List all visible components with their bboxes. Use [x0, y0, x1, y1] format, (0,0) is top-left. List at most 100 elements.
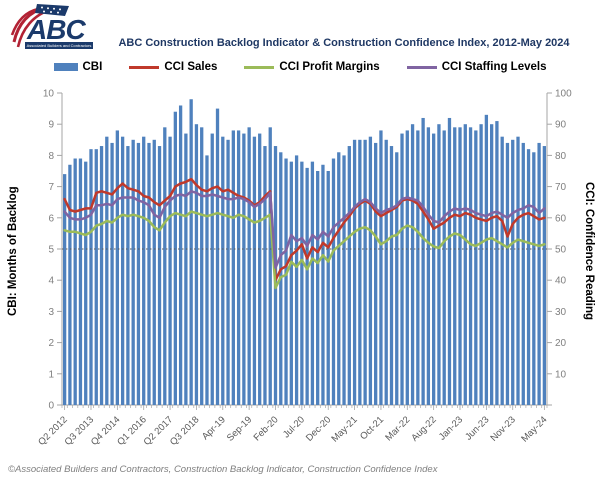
legend-item-cci-profit-margins: CCI Profit Margins: [244, 61, 380, 73]
cbi-bar: [368, 136, 373, 405]
cbi-bar: [126, 146, 130, 405]
cbi-bar: [168, 136, 172, 405]
cbi-bar: [458, 127, 462, 405]
svg-text:8: 8: [48, 151, 54, 162]
chart-title: ABC Construction Backlog Indicator & Con…: [118, 37, 570, 49]
cci-staffing-levels-line-swatch-icon: [406, 65, 437, 69]
cbi-bar: [432, 133, 436, 405]
cbi-bar: [184, 133, 188, 405]
right-axis-ticks: 10 20 30 40 50 60 70 80 90 100: [547, 89, 572, 406]
cbi-bar: [89, 149, 93, 405]
cbi-bars: [62, 99, 547, 406]
x-axis-ticks: [61, 405, 548, 408]
cbi-bar: [120, 136, 125, 405]
cbi-bar: [258, 133, 262, 405]
cbi-bar: [511, 139, 515, 406]
svg-text:1: 1: [48, 369, 54, 380]
svg-text:May-21: May-21: [330, 414, 360, 444]
cbi-bar: [142, 136, 146, 405]
svg-text:7: 7: [48, 182, 54, 193]
legend-label: CCI Profit Margins: [279, 61, 380, 73]
cbi-bar: [200, 127, 204, 405]
cbi-bar: [532, 152, 536, 405]
cbi-bar: [284, 158, 288, 405]
cbi-bar: [131, 139, 135, 406]
cbi-bar: [410, 124, 415, 405]
legend: CBI CCI Sales CCI Profit Margins CCI Sta…: [0, 61, 600, 73]
cbi-bar: [115, 130, 120, 405]
cbi-bar: [152, 139, 156, 406]
legend-label: CCI Sales: [164, 61, 218, 73]
cbi-bar: [236, 130, 241, 405]
cbi-bar: [210, 133, 214, 405]
legend-item-cci-staffing-levels: CCI Staffing Levels: [406, 61, 547, 73]
cbi-bar: [479, 124, 483, 405]
cbi-bar: [363, 139, 367, 406]
svg-text:Feb-20: Feb-20: [252, 414, 281, 443]
cbi-bar: [447, 117, 452, 406]
cbi-bar: [110, 142, 114, 406]
svg-text:100: 100: [555, 89, 572, 100]
svg-text:May-24: May-24: [519, 414, 549, 444]
cbi-bar: [395, 152, 399, 405]
cbi-bar: [426, 127, 431, 405]
cbi-bar: [389, 146, 394, 405]
cbi-bar: [163, 127, 167, 405]
cbi-bar: [73, 158, 77, 405]
cbi-bar: [463, 124, 467, 405]
legend-label: CCI Staffing Levels: [441, 61, 547, 73]
cbi-bar: [326, 171, 330, 405]
cbi-bar: [189, 99, 193, 406]
cbi-bar-swatch-icon: [53, 63, 78, 71]
cbi-bar: [94, 149, 98, 405]
legend-label: CBI: [82, 61, 103, 73]
cbi-bar: [68, 164, 72, 405]
svg-text:9: 9: [48, 120, 54, 131]
svg-text:Jun-23: Jun-23: [463, 414, 491, 442]
cbi-bar: [247, 127, 251, 405]
cbi-bar: [500, 136, 504, 405]
cbi-bar: [194, 124, 199, 405]
cbi-bar: [305, 167, 309, 405]
cbi-bar: [437, 124, 441, 405]
cbi-bar: [400, 133, 404, 405]
cbi-bar: [105, 136, 109, 405]
svg-text:20: 20: [555, 338, 567, 349]
svg-text:10: 10: [555, 369, 567, 380]
svg-text:0: 0: [48, 401, 54, 412]
cci-sales-line-swatch-icon: [129, 65, 160, 69]
cbi-bar: [474, 130, 478, 405]
cbi-bar: [231, 130, 235, 405]
svg-text:50: 50: [555, 245, 567, 256]
chart-canvas: 0 1 2 3 4 5 6 7 8 9 10 10 20 30 40 50 60 70 80 90 100 Q2 2012…: [36, 89, 572, 448]
cbi-bar: [173, 111, 177, 405]
svg-text:90: 90: [555, 120, 567, 131]
cbi-bar: [468, 127, 473, 405]
cbi-bar: [374, 142, 378, 406]
cbi-bar: [226, 139, 230, 406]
cbi-bar: [84, 161, 88, 405]
cbi-bar: [242, 133, 246, 405]
cbi-bar: [337, 152, 341, 405]
cbi-bar: [99, 146, 104, 405]
svg-text:Aug-22: Aug-22: [409, 414, 438, 443]
cbi-bar: [542, 146, 547, 405]
cbi-bar: [331, 158, 336, 405]
cbi-bar: [178, 105, 183, 406]
abc-logo: ABC Associated Builders and Contractors: [10, 4, 93, 49]
svg-text:Dec-20: Dec-20: [304, 414, 333, 443]
cbi-bar: [405, 130, 409, 405]
right-axis-title: CCI: Confidence Reading: [583, 181, 595, 320]
svg-text:Apr-19: Apr-19: [200, 414, 228, 442]
legend-item-cci-sales: CCI Sales: [129, 61, 217, 73]
svg-text:2: 2: [48, 338, 54, 349]
svg-text:Q3 2018: Q3 2018: [168, 414, 202, 448]
cbi-bar: [384, 139, 388, 406]
cbi-bar: [289, 161, 293, 405]
cbi-bar: [342, 155, 346, 405]
logo-tagline: Associated Builders and Contractors: [27, 43, 92, 48]
cbi-bar: [294, 155, 299, 405]
cbi-bar: [300, 161, 304, 405]
